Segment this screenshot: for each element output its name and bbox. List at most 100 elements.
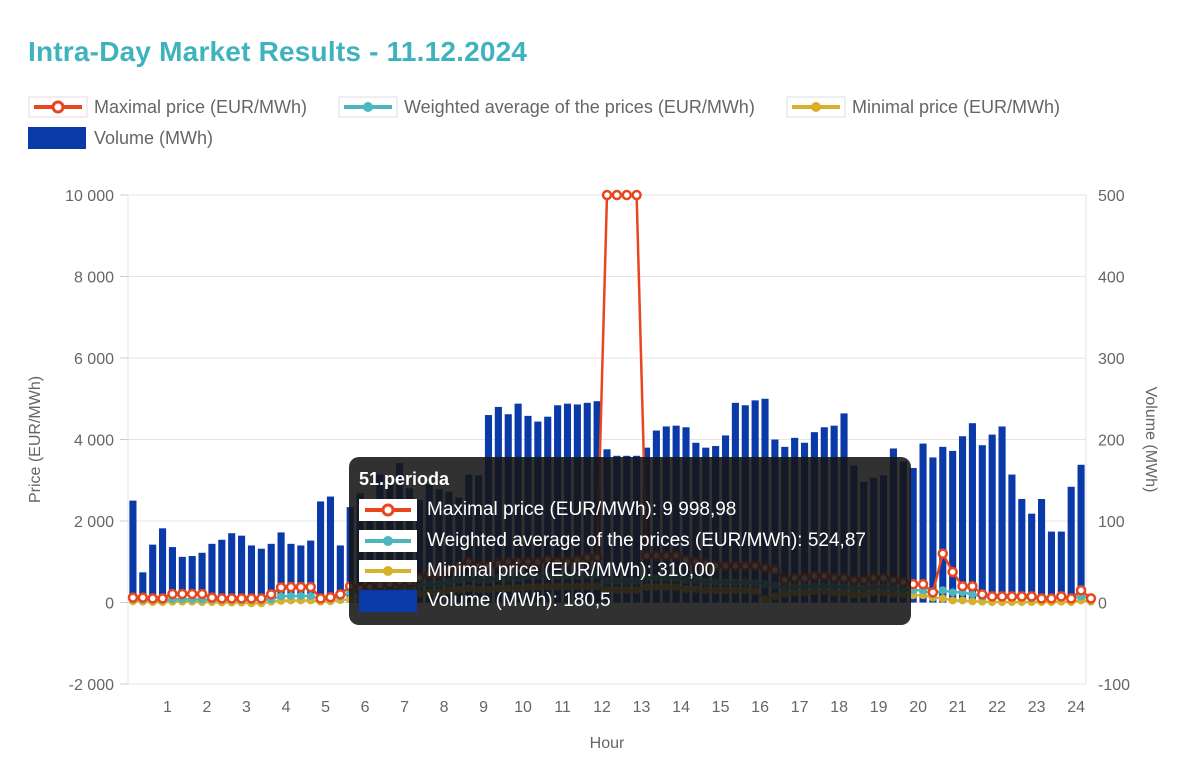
series-point [265,589,277,600]
chart-tooltip: 51.perioda Maximal price (EUR/MWh): 9 99… [349,457,911,625]
chart-title: Intra-Day Market Results - 11.12.2024 [28,36,528,67]
volume-bar [297,545,305,603]
series-point [335,589,346,600]
series-point [196,588,208,600]
tooltip-title: 51.perioda [359,469,450,489]
volume-bar [1077,464,1085,603]
series-point [277,592,286,601]
series-point [977,589,988,600]
legend-label-weighted-avg: Weighted average of the prices (EUR/MWh) [404,96,755,117]
series-point [177,588,188,600]
x-tick-label: 20 [909,699,927,716]
x-tick-label: 3 [242,699,251,716]
volume-bar [159,528,167,603]
legend-item-min-price[interactable]: Minimal price (EUR/MWh) [786,96,1060,118]
series-point [1026,591,1037,602]
y-tick-label: 8 000 [74,270,114,287]
volume-bar [939,446,947,603]
y2-tick-label: 200 [1098,433,1125,450]
series-point [938,586,947,595]
series-point [917,578,929,590]
tooltip-weighted-avg-swatch-icon [359,530,417,552]
min-price-swatch-icon [786,96,846,118]
volume-bar [1038,498,1046,603]
x-tick-label: 16 [751,699,769,716]
legend-label-min-price: Minimal price (EUR/MWh) [852,96,1061,117]
series-point [631,189,642,201]
volume-bar [188,556,196,603]
volume-bar [228,533,236,603]
x-tick-label: 18 [830,699,848,716]
series-point [256,593,267,604]
series-point [927,587,939,598]
volume-bar [958,436,967,603]
tooltip-max-price-swatch-icon [359,499,417,521]
x-tick-label: 13 [633,699,651,716]
y-axis-title: Price (EUR/MWh) [27,376,44,503]
series-point [937,548,949,559]
series-point [938,594,947,603]
series-point [947,566,958,578]
tooltip-row-min-price: Minimal price (EUR/MWh): 310,00 [359,560,715,582]
volume-bar [909,468,917,603]
x-tick-label: 15 [712,699,730,716]
x-tick-label: 12 [593,699,611,716]
tooltip-min-price-swatch-icon [359,560,417,582]
tooltip-label-max-price: Maximal price (EUR/MWh): [427,499,658,520]
tooltip-label-min-price: Minimal price (EUR/MWh): [427,560,652,581]
y-tick-label: 4 000 [74,433,114,450]
series-point [996,591,1008,602]
series-point [286,591,295,600]
series-point [167,588,178,600]
x-tick-label: 7 [400,699,409,716]
volume-bar [1018,498,1026,603]
legend-item-max-price[interactable]: Maximal price (EUR/MWh) [28,96,307,118]
x-tick-label: 24 [1067,699,1085,716]
legend-item-weighted-avg[interactable]: Weighted average of the prices (EUR/MWh) [338,96,755,118]
volume-bar [1008,474,1016,603]
volume-bar [307,540,315,603]
y2-tick-label: 100 [1098,514,1125,531]
series-point [1046,593,1057,604]
x-tick-label: 23 [1028,699,1046,716]
max-price-swatch-icon [28,96,88,118]
x-tick-label: 1 [163,699,172,716]
y2-tick-label: -100 [1098,677,1130,694]
axes: -2 000 -100 0 0 2 000 100 4 000 200 6 000 300 8 00… [27,188,1159,752]
legend-label-volume: Volume (MWh) [94,127,214,148]
tooltip-volume-swatch-icon [359,590,417,612]
y-tick-label: 10 000 [65,188,114,205]
volume-bar [998,426,1006,603]
series-point [157,593,168,604]
x-tick-label: 9 [479,699,488,716]
series-point [968,597,977,606]
y2-tick-label: 300 [1098,351,1125,368]
series-point [621,189,633,201]
series-point [305,581,316,593]
series-point [1075,585,1087,596]
series-point [601,189,613,201]
series-point [986,591,998,602]
series-point [958,596,967,605]
volume-bar [326,496,335,603]
series-point [315,593,326,604]
y-tick-label: -2 000 [69,677,114,694]
volume-bar [336,545,344,603]
series-point [285,581,297,593]
series-point [216,593,228,604]
y-tick-label: 0 [105,596,114,613]
series-point [206,592,218,603]
series-point [611,189,623,201]
y-tick-label: 6 000 [74,351,114,368]
legend-item-volume[interactable]: Volume (MWh) [28,127,213,149]
series-point [967,580,978,592]
y2-axis-title: Volume (MWh) [1142,387,1159,493]
series-point [1036,593,1047,604]
series-point [137,592,149,603]
volume-bar [1057,531,1065,603]
series-point [1016,591,1028,602]
series-point [226,593,237,604]
tooltip-row-weighted-avg: Weighted average of the prices (EUR/MWh)… [359,530,866,552]
series-point [948,596,957,605]
